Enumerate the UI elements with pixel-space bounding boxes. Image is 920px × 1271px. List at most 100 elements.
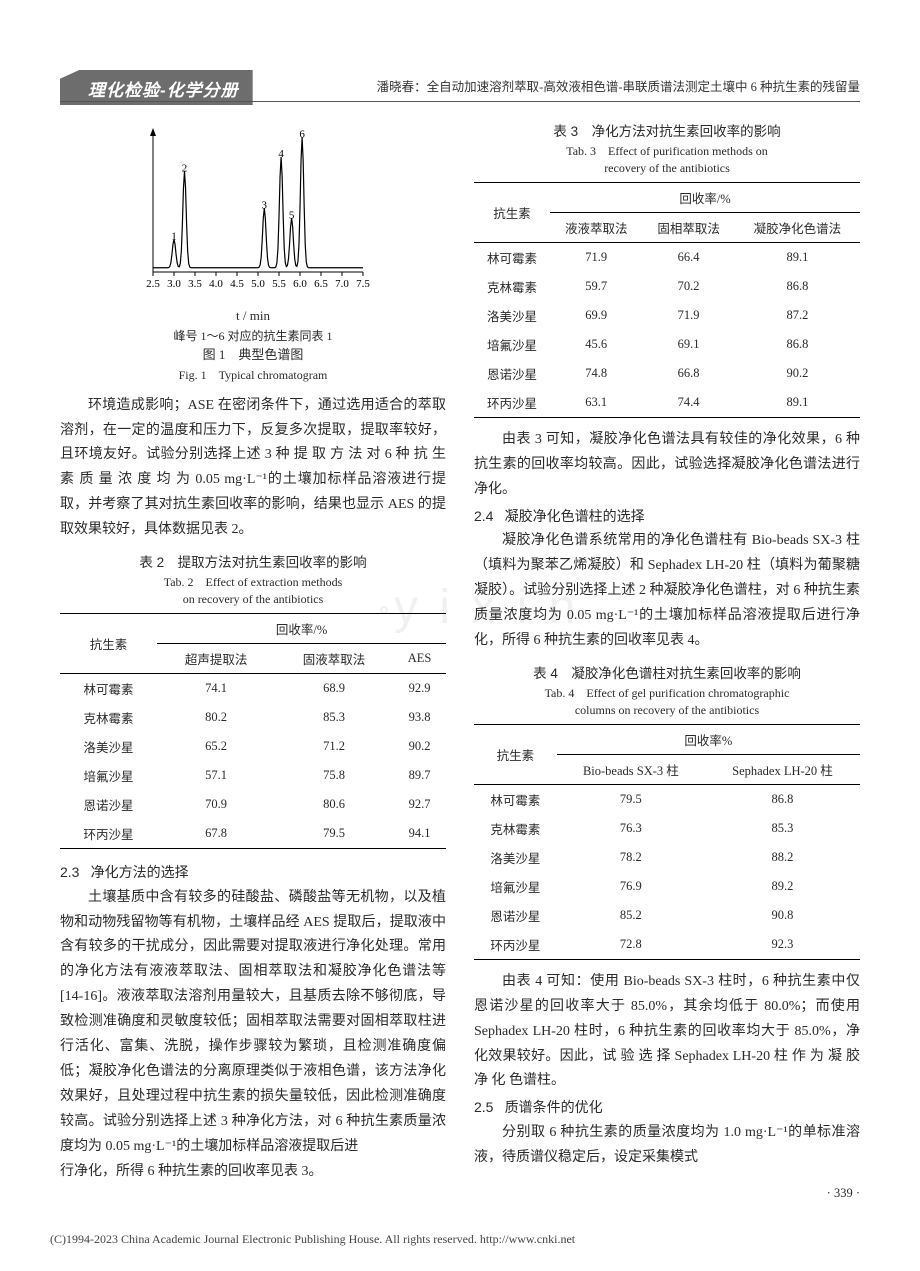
chromatogram-chart: 2.53.03.54.04.55.05.56.06.57.07.5123456	[133, 120, 373, 300]
svg-text:2: 2	[182, 162, 188, 174]
table-cell: 88.2	[705, 843, 860, 872]
table-cell: 环丙沙星	[474, 388, 550, 418]
table-3-caption-zh: 表 3 净化方法对抗生素回收率的影响	[474, 120, 860, 140]
table-cell: 85.3	[275, 703, 393, 732]
table-cell: 74.8	[550, 359, 642, 388]
paragraph-after-t3: 由表 3 可知，凝胶净化色谱法具有较佳的净化效果，6 种抗生素的回收率均较高。因…	[474, 428, 860, 503]
table-cell: 79.5	[275, 819, 393, 849]
table-cell: 71.2	[275, 732, 393, 761]
section-2-4-num: 2.4	[474, 508, 493, 524]
table-cell: 76.9	[557, 872, 705, 901]
table-cell: 89.7	[393, 761, 446, 790]
paragraph-1: 环境造成影响；ASE 在密闭条件下，通过选用适合的萃取溶剂，在一定的温度和压力下…	[60, 394, 446, 543]
table-cell: 57.1	[157, 761, 275, 790]
table-4: 抗生素回收率%Bio-beads SX-3 柱Sephadex LH-20 柱林…	[474, 724, 860, 960]
table-cell: 培氟沙星	[474, 872, 557, 901]
paragraph-2-3: 土壤基质中含有较多的硅酸盐、磷酸盐等无机物，以及植物和动物残留物等有机物，土壤样…	[60, 886, 446, 1160]
table-3-block: 表 3 净化方法对抗生素回收率的影响 Tab. 3 Effect of puri…	[474, 120, 860, 418]
figure-1: 2.53.03.54.04.55.05.56.06.57.07.5123456 …	[60, 120, 446, 384]
table-4-caption-en2: columns on recovery of the antibiotics	[474, 703, 860, 718]
paragraph-2-4: 凝胶净化色谱系统常用的净化色谱柱有 Bio-beads SX-3 柱（填料为聚苯…	[474, 529, 860, 654]
table-cell: 89.1	[735, 243, 860, 273]
table-cell: 69.1	[642, 330, 734, 359]
table-cell: 恩诺沙星	[474, 359, 550, 388]
svg-text:7.5: 7.5	[356, 278, 370, 290]
table-cell: 92.7	[393, 790, 446, 819]
svg-text:3: 3	[262, 199, 268, 211]
table-4-block: 表 4 凝胶净化色谱柱对抗生素回收率的影响 Tab. 4 Effect of g…	[474, 662, 860, 960]
table-2-caption-zh: 表 2 提取方法对抗生素回收率的影响	[60, 551, 446, 571]
table-cell: 90.8	[705, 901, 860, 930]
section-2-4-title: 凝胶净化色谱柱的选择	[505, 508, 645, 524]
section-2-5-title: 质谱条件的优化	[505, 1099, 603, 1115]
figure-1-caption-en: Fig. 1 Typical chromatogram	[60, 366, 446, 384]
svg-text:5: 5	[289, 209, 295, 221]
section-2-3-num: 2.3	[60, 864, 79, 880]
table-cell: 66.4	[642, 243, 734, 273]
table-cell: 85.2	[557, 901, 705, 930]
table-cell: 80.2	[157, 703, 275, 732]
table-3-caption-en1: Tab. 3 Effect of purification methods on	[474, 142, 860, 159]
table-cell: 洛美沙星	[474, 843, 557, 872]
table-cell: 78.2	[557, 843, 705, 872]
table-cell: 洛美沙星	[60, 732, 157, 761]
table-cell: 89.2	[705, 872, 860, 901]
figure-1-note: 峰号 1～6 对应的抗生素同表 1	[60, 327, 446, 345]
copyright-footer: (C)1994-2023 China Academic Journal Elec…	[50, 1232, 575, 1247]
table-cell: 79.5	[557, 784, 705, 814]
section-2-3-title: 净化方法的选择	[91, 864, 189, 880]
svg-text:4.5: 4.5	[230, 278, 244, 290]
table-cell: 克林霉素	[60, 703, 157, 732]
table-cell: 86.8	[735, 272, 860, 301]
svg-text:3.0: 3.0	[167, 278, 181, 290]
table-cell: 92.3	[705, 930, 860, 960]
table-cell: 76.3	[557, 814, 705, 843]
table-cell: 培氟沙星	[60, 761, 157, 790]
table-cell: 70.2	[642, 272, 734, 301]
svg-text:3.5: 3.5	[188, 278, 202, 290]
table-cell: 培氟沙星	[474, 330, 550, 359]
figure-1-xlabel: t / min	[60, 306, 446, 327]
svg-text:1: 1	[171, 231, 177, 243]
table-cell: 71.9	[642, 301, 734, 330]
table-cell: 94.1	[393, 819, 446, 849]
table-cell: 87.2	[735, 301, 860, 330]
paragraph-col2-top: 行净化，所得 6 种抗生素的回收率见表 3。	[60, 1160, 446, 1185]
svg-text:5.0: 5.0	[251, 278, 265, 290]
chromatogram-svg: 2.53.03.54.04.55.05.56.06.57.07.5123456	[133, 120, 373, 300]
table-cell: 86.8	[735, 330, 860, 359]
table-cell: 恩诺沙星	[60, 790, 157, 819]
svg-text:6.5: 6.5	[314, 278, 328, 290]
figure-1-caption-zh: 图 1 典型色谱图	[60, 345, 446, 366]
table-cell: 71.9	[550, 243, 642, 273]
table-cell: 环丙沙星	[474, 930, 557, 960]
table-2-block: 表 2 提取方法对抗生素回收率的影响 Tab. 2 Effect of extr…	[60, 551, 446, 849]
table-cell: 70.9	[157, 790, 275, 819]
table-cell: 59.7	[550, 272, 642, 301]
table-cell: 林可霉素	[60, 674, 157, 704]
section-2-4-heading: 2.4 凝胶净化色谱柱的选择	[474, 503, 860, 530]
svg-text:2.5: 2.5	[146, 278, 160, 290]
header-rule	[60, 101, 860, 102]
table-cell: 90.2	[393, 732, 446, 761]
running-head: 潘晓春：全自动加速溶剂萃取-高效液相色谱-串联质谱法测定土壤中 6 种抗生素的残…	[253, 76, 860, 99]
journal-badge: 理化检验-化学分册	[60, 70, 253, 105]
table-cell: 45.6	[550, 330, 642, 359]
table-2: 抗生素回收率/%超声提取法固液萃取法AES林可霉素74.168.992.9克林霉…	[60, 613, 446, 849]
svg-text:6: 6	[299, 128, 305, 140]
paragraph-after-t4: 由表 4 可知：使用 Bio-beads SX-3 柱时，6 种抗生素中仅恩诺沙…	[474, 970, 860, 1095]
table-cell: 林可霉素	[474, 243, 550, 273]
table-cell: 80.6	[275, 790, 393, 819]
table-cell: 74.4	[642, 388, 734, 418]
table-cell: 75.8	[275, 761, 393, 790]
section-2-5-num: 2.5	[474, 1099, 493, 1115]
svg-text:7.0: 7.0	[335, 278, 349, 290]
table-cell: 环丙沙星	[60, 819, 157, 849]
table-cell: 92.9	[393, 674, 446, 704]
table-cell: 63.1	[550, 388, 642, 418]
paragraph-2-5: 分别取 6 种抗生素的质量浓度均为 1.0 mg·L⁻¹的单标准溶液，待质谱仪稳…	[474, 1121, 860, 1171]
table-cell: 恩诺沙星	[474, 901, 557, 930]
table-4-caption-zh: 表 4 凝胶净化色谱柱对抗生素回收率的影响	[474, 662, 860, 682]
table-cell: 克林霉素	[474, 814, 557, 843]
table-cell: 林可霉素	[474, 784, 557, 814]
